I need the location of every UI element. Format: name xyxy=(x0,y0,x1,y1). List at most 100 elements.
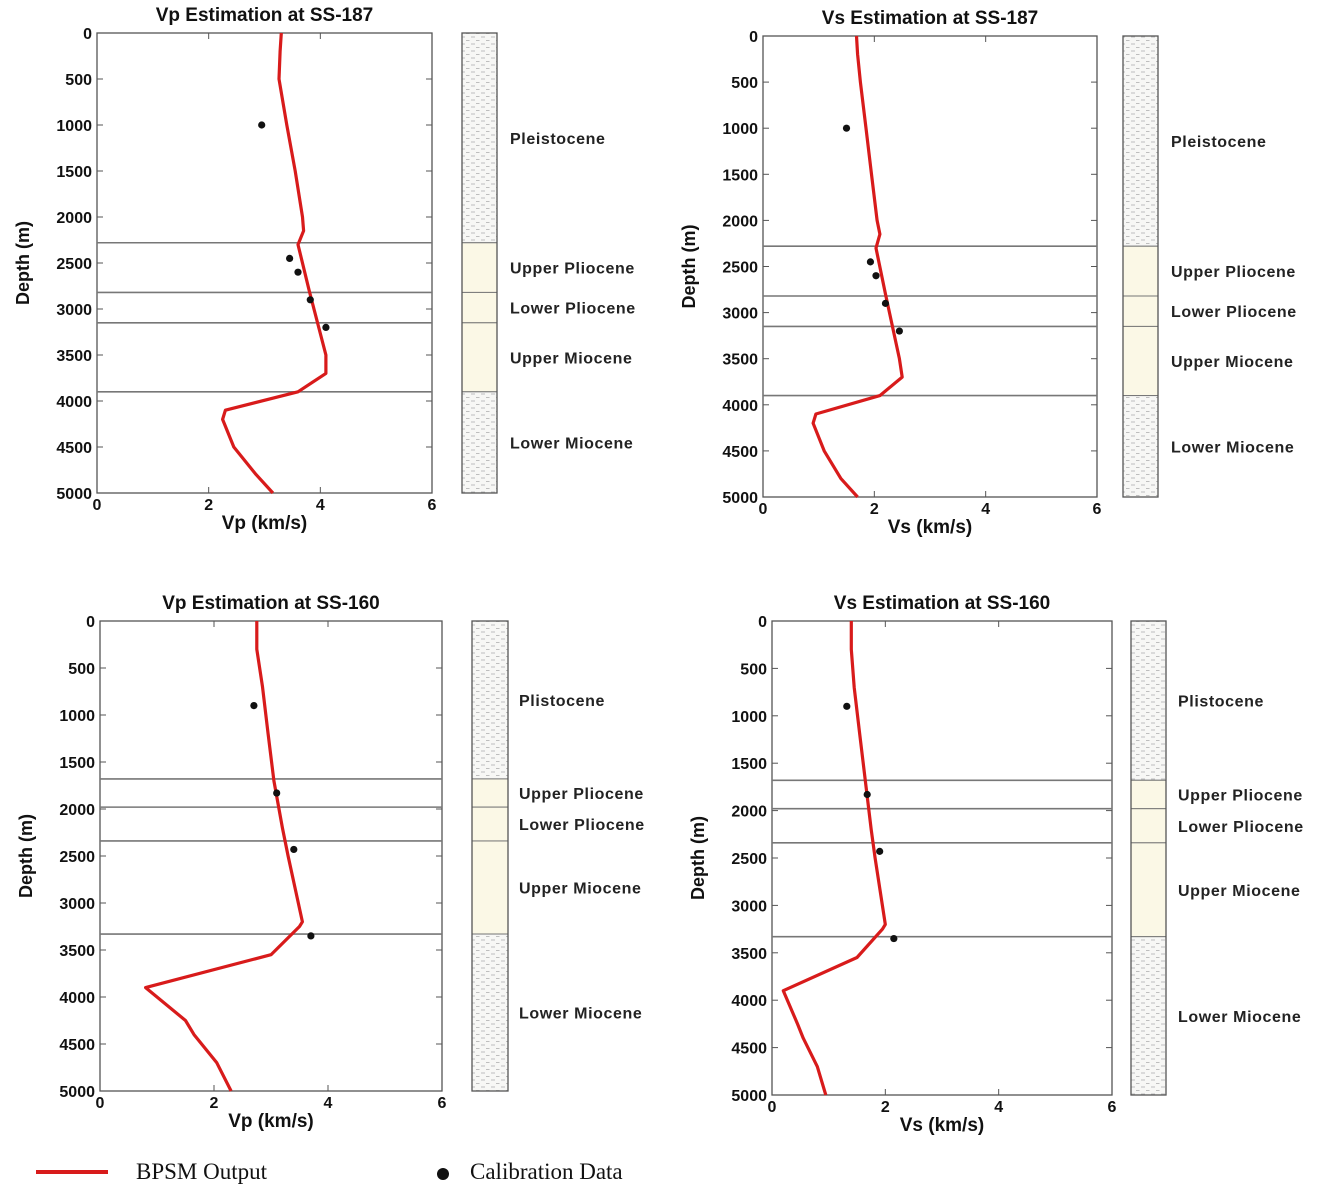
chart-panel-2: Vs Estimation at SS-187 0 500 1000 1500 2000 2… xyxy=(679,8,1296,538)
calibration-point xyxy=(890,934,898,943)
legend-model-label: BPSM Output xyxy=(136,1159,268,1184)
y-tick-label: 2500 xyxy=(56,256,92,273)
chart-panel-4: Vs Estimation at SS-160 0 500 1000 1500 2000 2… xyxy=(688,593,1304,1136)
stratigraphic-column: Plistocene Upper Pliocene Lower Pliocene Up… xyxy=(1130,620,1304,1096)
formation-block xyxy=(471,620,509,780)
column-border xyxy=(1122,35,1159,498)
formation-label: Lower Miocene xyxy=(519,1006,642,1023)
y-tick-label: 5000 xyxy=(56,486,92,503)
formation-block xyxy=(1130,842,1167,938)
y-tick-label: 4500 xyxy=(722,444,758,461)
x-tick-label: 4 xyxy=(981,501,990,518)
calibration-point xyxy=(250,702,258,710)
x-tick-label: 4 xyxy=(316,497,325,514)
x-tick-label: 4 xyxy=(324,1095,333,1112)
plot-area xyxy=(762,35,1098,498)
chart-title: Vs Estimation at SS-160 xyxy=(834,593,1050,614)
y-tick-label: 4500 xyxy=(59,1037,95,1054)
y-axis-label: Depth (m) xyxy=(16,814,36,898)
formation-block xyxy=(461,391,498,494)
calibration-point xyxy=(876,847,884,855)
formation-label: Upper Pliocene xyxy=(1171,264,1296,281)
x-tick-label: 4 xyxy=(994,1099,1003,1116)
y-tick-label: 0 xyxy=(758,614,767,631)
x-tick-label: 0 xyxy=(93,497,102,514)
formation-block xyxy=(471,840,509,935)
y-tick-label: 5000 xyxy=(722,490,758,507)
y-tick-label: 3000 xyxy=(722,306,758,323)
calibration-point xyxy=(306,296,314,304)
y-tick-label: 500 xyxy=(65,72,92,89)
formation-label: Upper Miocene xyxy=(1178,883,1301,900)
x-tick-label: 0 xyxy=(759,501,768,518)
formation-block xyxy=(471,933,509,1092)
y-tick-label: 1000 xyxy=(59,708,95,725)
formation-block xyxy=(1122,35,1159,247)
calibration-point xyxy=(895,327,903,335)
chart-title: Vp Estimation at SS-160 xyxy=(162,593,380,614)
formation-label: Lower Pliocene xyxy=(1178,819,1304,836)
legend-calibration-dot xyxy=(437,1168,449,1180)
calibration-point xyxy=(294,268,302,276)
y-tick-label: 0 xyxy=(86,614,95,631)
formation-block xyxy=(461,242,498,293)
formation-label: Upper Pliocene xyxy=(1178,787,1303,804)
plot-area xyxy=(96,32,433,494)
y-tick-label: 3000 xyxy=(59,896,95,913)
y-tick-label: 1000 xyxy=(56,118,92,135)
legend-calibration-label: Calibration Data xyxy=(470,1159,623,1184)
legend-model-line xyxy=(36,1170,108,1174)
y-tick-label: 2500 xyxy=(731,851,767,868)
plot-area xyxy=(99,620,443,1092)
calibration-point xyxy=(286,254,294,262)
formation-label: Upper Miocene xyxy=(519,880,642,897)
y-tick-label: 1500 xyxy=(722,167,758,184)
x-tick-label: 6 xyxy=(438,1095,447,1112)
y-tick-label: 1000 xyxy=(722,121,758,138)
calibration-point xyxy=(843,702,851,710)
calibration-point xyxy=(881,299,890,307)
x-axis-label: Vp (km/s) xyxy=(222,513,308,534)
formation-label: Upper Miocene xyxy=(1171,354,1294,371)
y-axis-label: Depth (m) xyxy=(679,225,699,309)
formation-block xyxy=(461,32,498,244)
x-axis-label: Vs (km/s) xyxy=(900,1115,984,1136)
y-tick-label: 2000 xyxy=(59,802,95,819)
y-tick-label: 3500 xyxy=(731,946,767,963)
y-tick-label: 4500 xyxy=(56,440,92,457)
y-tick-label: 500 xyxy=(740,661,767,678)
y-tick-label: 1500 xyxy=(59,755,95,772)
x-tick-label: 2 xyxy=(881,1099,890,1116)
x-tick-label: 0 xyxy=(96,1095,105,1112)
y-tick-label: 2500 xyxy=(722,260,758,277)
stratigraphic-column: Plistocene Upper Pliocene Lower Pliocene Up… xyxy=(471,620,645,1092)
x-axis-label: Vp (km/s) xyxy=(228,1111,314,1132)
y-tick-label: 5000 xyxy=(731,1088,767,1105)
formation-label: Pleistocene xyxy=(1171,134,1267,151)
formation-block xyxy=(461,322,498,393)
calibration-point xyxy=(866,258,875,266)
formation-label: Lower Pliocene xyxy=(510,301,636,318)
formation-block xyxy=(1122,245,1159,297)
y-tick-label: 2500 xyxy=(59,849,95,866)
calibration-point xyxy=(273,789,281,797)
x-tick-label: 6 xyxy=(1108,1099,1117,1116)
formation-label: Lower Pliocene xyxy=(519,817,645,834)
bpsm-output-line xyxy=(221,32,328,495)
y-tick-label: 1000 xyxy=(731,709,767,726)
stratigraphic-column: Pleistocene Upper Pliocene Lower Pliocene U… xyxy=(1122,35,1296,498)
column-border xyxy=(461,32,498,494)
formation-block xyxy=(1130,936,1167,1096)
y-tick-label: 1500 xyxy=(56,164,92,181)
stratigraphic-column: Pleistocene Upper Pliocene Lower Pliocene U… xyxy=(461,32,636,494)
y-tick-label: 500 xyxy=(731,75,758,92)
formation-label: Lower Miocene xyxy=(1171,439,1294,456)
y-tick-label: 3000 xyxy=(731,898,767,915)
x-tick-label: 2 xyxy=(204,497,213,514)
chart-panel-3: Vp Estimation at SS-160 0 500 1000 1500 2000 2… xyxy=(16,593,645,1132)
y-tick-label: 5000 xyxy=(59,1084,95,1101)
calibration-point xyxy=(842,124,851,132)
formation-label: Plistocene xyxy=(1178,694,1264,711)
x-tick-label: 0 xyxy=(768,1099,777,1116)
formation-block xyxy=(1130,779,1167,810)
